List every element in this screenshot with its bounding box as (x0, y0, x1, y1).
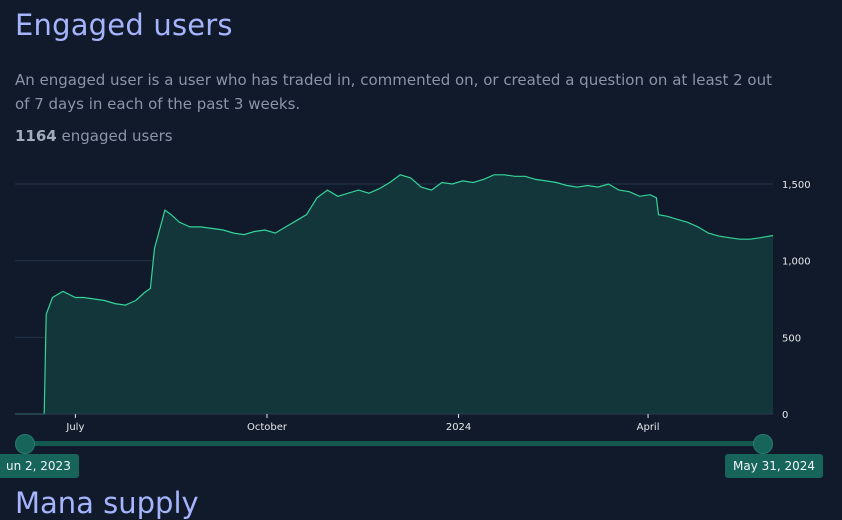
x-tick-label: April (637, 422, 660, 433)
y-tick-label: 1,000 (782, 257, 811, 268)
date-range-track[interactable] (25, 441, 763, 446)
next-section-title: Mana supply (15, 486, 199, 520)
engaged-count-stat: 1164 engaged users (15, 127, 173, 145)
x-tick-label: 2024 (446, 422, 471, 433)
x-tick-label: July (65, 422, 84, 433)
range-end-label: May 31, 2024 (725, 454, 824, 478)
range-start-label: un 2, 2023 (0, 454, 79, 478)
y-tick-label: 1,500 (782, 180, 811, 191)
range-end-handle[interactable] (753, 434, 773, 454)
engaged-users-chart: 0 500 1,000 1,500 July October 2024 April (15, 174, 811, 433)
engaged-count-value: 1164 (15, 127, 57, 145)
range-start-handle[interactable] (15, 434, 35, 454)
section-description: An engaged user is a user who has traded… (15, 71, 772, 113)
section-title: Engaged users (15, 8, 233, 42)
series-line (15, 174, 774, 415)
x-tick-label: October (247, 422, 288, 433)
series-area (15, 174, 773, 414)
y-tick-label: 0 (782, 410, 788, 421)
y-tick-label: 500 (782, 333, 801, 344)
engaged-count-label: engaged users (61, 127, 173, 145)
